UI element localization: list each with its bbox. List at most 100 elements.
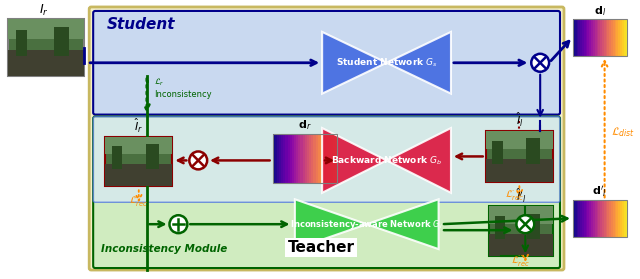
Bar	[595, 19, 596, 56]
Bar	[298, 134, 301, 183]
Bar	[616, 200, 618, 237]
Bar	[322, 134, 324, 183]
Bar	[609, 200, 611, 237]
Bar	[324, 134, 326, 183]
Text: $\mathcal{L}_{dist}$: $\mathcal{L}_{dist}$	[611, 126, 635, 139]
Bar	[330, 134, 333, 183]
FancyBboxPatch shape	[93, 117, 560, 268]
Bar	[591, 19, 593, 56]
Bar	[586, 19, 588, 56]
Bar	[577, 200, 579, 237]
Bar	[580, 200, 582, 237]
Bar	[112, 146, 122, 169]
Text: $I_r$: $I_r$	[39, 3, 49, 18]
Bar	[589, 19, 591, 56]
Bar	[8, 19, 84, 39]
Bar	[622, 19, 624, 56]
Bar	[595, 200, 596, 237]
Bar	[305, 134, 307, 183]
Bar	[303, 134, 305, 183]
Bar	[294, 134, 296, 183]
Bar	[8, 19, 84, 76]
Bar	[573, 19, 627, 56]
Bar	[307, 134, 309, 183]
Text: Student: Student	[107, 17, 175, 32]
Bar	[614, 19, 616, 56]
Bar	[600, 200, 602, 237]
Bar	[616, 19, 618, 56]
Bar	[588, 200, 589, 237]
Bar	[287, 134, 290, 183]
Bar	[15, 30, 27, 56]
Bar	[489, 206, 553, 224]
Bar	[275, 134, 277, 183]
Bar	[54, 27, 69, 56]
Bar	[573, 19, 575, 56]
Bar	[105, 164, 172, 186]
Bar	[582, 19, 584, 56]
FancyBboxPatch shape	[93, 117, 560, 202]
Bar	[573, 200, 627, 237]
Text: Inconsistency-aware Network $G_i$: Inconsistency-aware Network $G_i$	[291, 218, 443, 231]
Text: $\mathcal{L}_r$
Inconsistency: $\mathcal{L}_r$ Inconsistency	[154, 77, 211, 99]
Text: Inconsistency Module: Inconsistency Module	[101, 244, 227, 254]
Bar	[489, 234, 553, 256]
Bar	[328, 134, 330, 183]
Bar	[607, 200, 609, 237]
Bar	[316, 134, 317, 183]
Polygon shape	[387, 128, 451, 193]
Bar	[8, 50, 84, 76]
Bar	[492, 141, 502, 164]
Bar	[279, 134, 281, 183]
Bar	[598, 19, 600, 56]
Bar	[600, 19, 602, 56]
Bar	[317, 134, 320, 183]
Bar	[625, 200, 627, 237]
Bar	[326, 134, 328, 183]
Bar	[593, 200, 595, 237]
Bar	[586, 200, 588, 237]
Polygon shape	[367, 199, 438, 249]
Bar	[613, 200, 614, 237]
Text: $\mathbf{d}'_l$: $\mathbf{d}'_l$	[592, 185, 607, 199]
Bar	[605, 19, 607, 56]
Bar	[486, 159, 553, 182]
Text: Backward Network $G_b$: Backward Network $G_b$	[331, 154, 442, 167]
Bar	[605, 200, 607, 237]
Bar	[580, 19, 582, 56]
Bar	[526, 138, 540, 164]
FancyBboxPatch shape	[93, 11, 560, 115]
Polygon shape	[387, 32, 451, 94]
Bar	[596, 200, 598, 237]
Bar	[285, 134, 287, 183]
Bar	[614, 200, 616, 237]
Bar	[596, 19, 598, 56]
Bar	[309, 134, 311, 183]
Bar	[584, 200, 586, 237]
Bar	[486, 131, 553, 182]
Bar	[573, 200, 575, 237]
Bar	[145, 144, 159, 169]
Text: $\mathbf{d}_l$: $\mathbf{d}_l$	[593, 4, 605, 18]
Bar	[618, 200, 620, 237]
Bar	[618, 19, 620, 56]
Text: $\mathcal{L}_{rec}^{\cdots}$: $\mathcal{L}_{rec}^{\cdots}$	[511, 255, 531, 269]
Bar	[301, 134, 303, 183]
Bar	[311, 134, 314, 183]
Bar	[613, 19, 614, 56]
Bar	[495, 216, 505, 239]
Text: $\hat{I}'_l$: $\hat{I}'_l$	[516, 187, 527, 205]
Polygon shape	[322, 32, 387, 94]
Bar	[588, 19, 589, 56]
Bar	[290, 134, 292, 183]
Circle shape	[170, 215, 188, 233]
Bar	[591, 200, 593, 237]
Bar	[602, 200, 604, 237]
Bar	[105, 136, 172, 186]
Text: Student Network $G_s$: Student Network $G_s$	[336, 57, 437, 69]
Text: $\mathbf{d}_r$: $\mathbf{d}_r$	[298, 119, 312, 132]
Polygon shape	[322, 128, 387, 193]
Bar	[273, 134, 337, 183]
Text: $\mathcal{L}_{rec}^{\cdot}$: $\mathcal{L}_{rec}^{\cdot}$	[506, 189, 525, 203]
Bar	[625, 19, 627, 56]
